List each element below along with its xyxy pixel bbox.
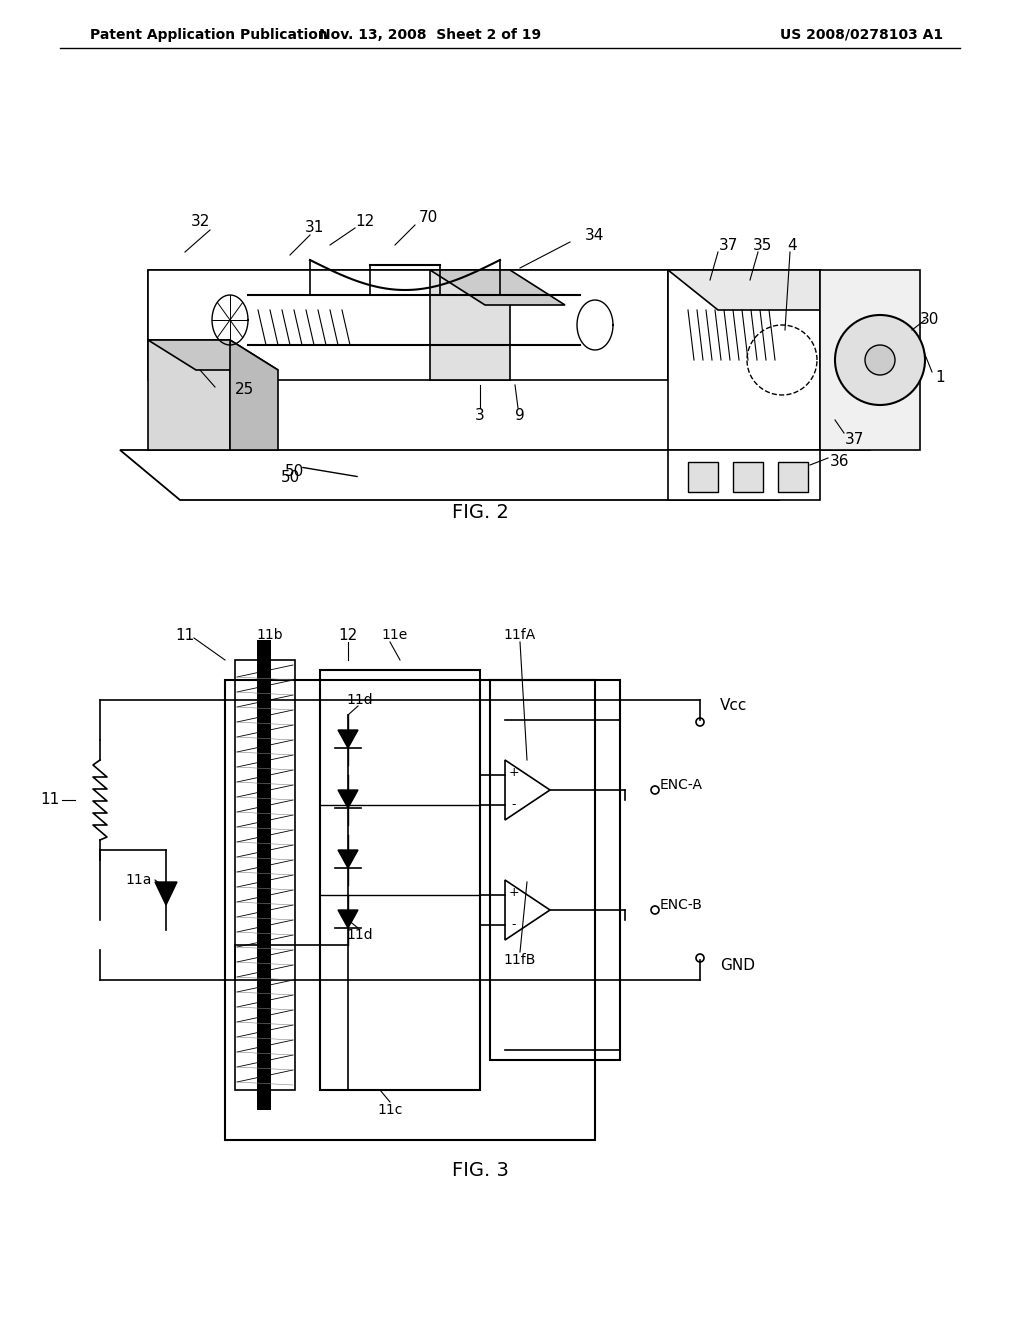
Text: 11b: 11b <box>257 628 284 642</box>
Text: 9: 9 <box>515 408 525 422</box>
Polygon shape <box>668 271 740 420</box>
Text: 11d: 11d <box>347 693 374 708</box>
Polygon shape <box>155 882 177 906</box>
Polygon shape <box>668 271 820 450</box>
Circle shape <box>835 315 925 405</box>
Text: 50: 50 <box>286 465 304 479</box>
Text: 50: 50 <box>281 470 300 484</box>
Text: ENC-A: ENC-A <box>660 777 703 792</box>
Bar <box>319 671 480 1090</box>
Text: -: - <box>512 919 516 932</box>
Polygon shape <box>148 271 740 310</box>
Polygon shape <box>148 341 230 450</box>
Text: 11: 11 <box>175 627 195 643</box>
Text: 1: 1 <box>935 371 944 385</box>
Polygon shape <box>820 271 870 450</box>
Text: 11d: 11d <box>347 928 374 942</box>
Polygon shape <box>148 271 220 400</box>
Text: ENC-B: ENC-B <box>660 898 702 912</box>
Text: +: + <box>509 886 519 899</box>
Text: 37: 37 <box>845 433 864 447</box>
Text: 11fA: 11fA <box>504 628 537 642</box>
Text: 4: 4 <box>787 238 797 252</box>
Text: Vcc: Vcc <box>720 697 748 713</box>
Bar <box>257 640 271 1110</box>
Text: 32: 32 <box>190 214 210 230</box>
Polygon shape <box>338 909 358 928</box>
Text: 11c: 11c <box>377 1104 402 1117</box>
Text: FIG. 2: FIG. 2 <box>452 503 509 521</box>
Text: 25: 25 <box>234 383 254 397</box>
Text: GND: GND <box>720 957 755 973</box>
Text: -: - <box>512 799 516 812</box>
Text: 37: 37 <box>718 238 737 252</box>
Text: 12: 12 <box>338 627 357 643</box>
Text: US 2008/0278103 A1: US 2008/0278103 A1 <box>780 28 943 42</box>
Text: 11: 11 <box>41 792 60 808</box>
Polygon shape <box>820 271 920 450</box>
Text: 11e: 11e <box>382 628 409 642</box>
Polygon shape <box>338 789 358 808</box>
Text: 12: 12 <box>355 214 375 230</box>
Text: 70: 70 <box>419 210 437 226</box>
Polygon shape <box>148 271 668 380</box>
Polygon shape <box>430 271 565 305</box>
Bar <box>225 680 595 1140</box>
Bar <box>778 462 808 492</box>
Text: 30: 30 <box>920 313 939 327</box>
Text: 35: 35 <box>753 238 772 252</box>
Polygon shape <box>668 450 820 500</box>
Text: 3: 3 <box>475 408 485 422</box>
Text: 36: 36 <box>830 454 850 470</box>
Polygon shape <box>668 271 870 310</box>
Text: FIG. 3: FIG. 3 <box>452 1160 509 1180</box>
Bar <box>733 462 763 492</box>
Polygon shape <box>230 341 278 450</box>
Text: 31: 31 <box>305 220 325 235</box>
Text: +: + <box>509 766 519 779</box>
Text: Nov. 13, 2008  Sheet 2 of 19: Nov. 13, 2008 Sheet 2 of 19 <box>318 28 541 42</box>
Bar <box>490 680 620 1060</box>
Circle shape <box>865 345 895 375</box>
Text: 11a: 11a <box>126 873 152 887</box>
Text: 34: 34 <box>586 227 605 243</box>
Text: Patent Application Publication: Patent Application Publication <box>90 28 328 42</box>
Polygon shape <box>338 730 358 748</box>
Bar <box>688 462 718 492</box>
Polygon shape <box>338 850 358 869</box>
Polygon shape <box>430 271 510 380</box>
Text: 11fB: 11fB <box>504 953 537 968</box>
Bar <box>234 660 295 1090</box>
Polygon shape <box>148 341 278 370</box>
